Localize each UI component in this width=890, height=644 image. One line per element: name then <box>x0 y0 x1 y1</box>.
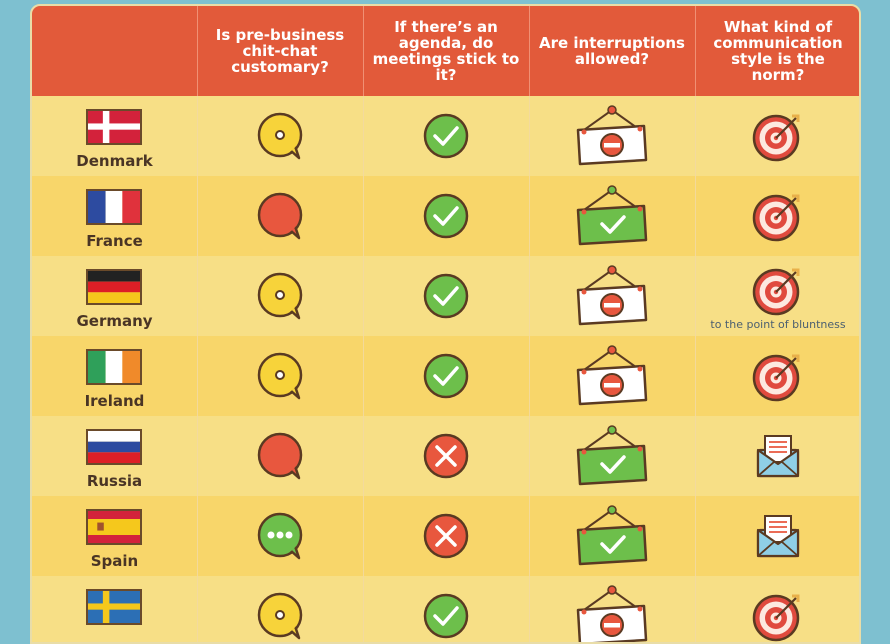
germany-flag-icon <box>86 269 142 305</box>
column-divider <box>197 6 198 642</box>
no-entry-sign-icon <box>574 344 650 412</box>
envelope-icon <box>752 430 804 486</box>
header-divider <box>695 6 696 96</box>
table-row: Germany to the point of bluntness <box>32 256 859 336</box>
no-entry-sign-icon <box>574 584 650 642</box>
dot-speech-bubble-icon <box>254 270 306 326</box>
table-row: Russia <box>32 416 859 496</box>
ellipsis-speech-bubble-icon <box>254 510 306 566</box>
target-icon <box>752 190 804 246</box>
country-name: Denmark <box>76 152 153 170</box>
country-name: Russia <box>86 472 143 490</box>
table-row <box>32 576 859 642</box>
target-icon <box>752 590 804 642</box>
red-cross-icon <box>422 432 470 484</box>
denmark-flag-icon <box>86 109 142 145</box>
no-entry-sign-icon <box>574 264 650 332</box>
header-agenda: If there’s an agenda, do meetings stick … <box>372 18 520 84</box>
header-chitchat: Is pre-business chit-chat customary? <box>215 26 345 76</box>
header-divider <box>363 6 364 96</box>
green-check-icon <box>422 192 470 244</box>
sweden-flag-icon <box>86 589 142 625</box>
dot-speech-bubble-icon <box>254 110 306 166</box>
check-sign-icon <box>574 424 650 492</box>
target-icon <box>752 264 804 320</box>
header-divider <box>197 6 198 96</box>
country-name: France <box>86 232 143 250</box>
france-flag-icon <box>86 189 142 225</box>
style-note: to the point of bluntness <box>710 318 846 331</box>
table-row: Denmark <box>32 96 859 176</box>
red-cross-icon <box>422 512 470 564</box>
red-speech-bubble-icon <box>254 190 306 246</box>
column-divider <box>695 6 696 642</box>
header-interruptions: Are interruptions allowed? <box>538 34 685 68</box>
table-row: Ireland <box>32 336 859 416</box>
check-sign-icon <box>574 504 650 572</box>
header-divider <box>529 6 530 96</box>
comparison-table: Is pre-business chit-chat customary? If … <box>30 4 861 644</box>
target-icon <box>752 110 804 166</box>
country-name: Ireland <box>84 392 145 410</box>
column-divider <box>363 6 364 642</box>
green-check-icon <box>422 592 470 642</box>
dot-speech-bubble-icon <box>254 590 306 642</box>
country-name: Germany <box>76 312 153 330</box>
country-name: Spain <box>90 552 139 570</box>
green-check-icon <box>422 352 470 404</box>
column-divider <box>529 6 530 642</box>
red-speech-bubble-icon <box>254 430 306 486</box>
green-check-icon <box>422 112 470 164</box>
russia-flag-icon <box>86 429 142 465</box>
table-header: Is pre-business chit-chat customary? If … <box>32 6 859 96</box>
check-sign-icon <box>574 184 650 252</box>
dot-speech-bubble-icon <box>254 350 306 406</box>
spain-flag-icon <box>86 509 142 545</box>
target-icon <box>752 350 804 406</box>
table-row: France <box>32 176 859 256</box>
envelope-icon <box>752 510 804 566</box>
ireland-flag-icon <box>86 349 142 385</box>
no-entry-sign-icon <box>574 104 650 172</box>
header-communication-style: What kind of communication style is the … <box>713 18 843 84</box>
table-row: Spain <box>32 496 859 576</box>
green-check-icon <box>422 272 470 324</box>
